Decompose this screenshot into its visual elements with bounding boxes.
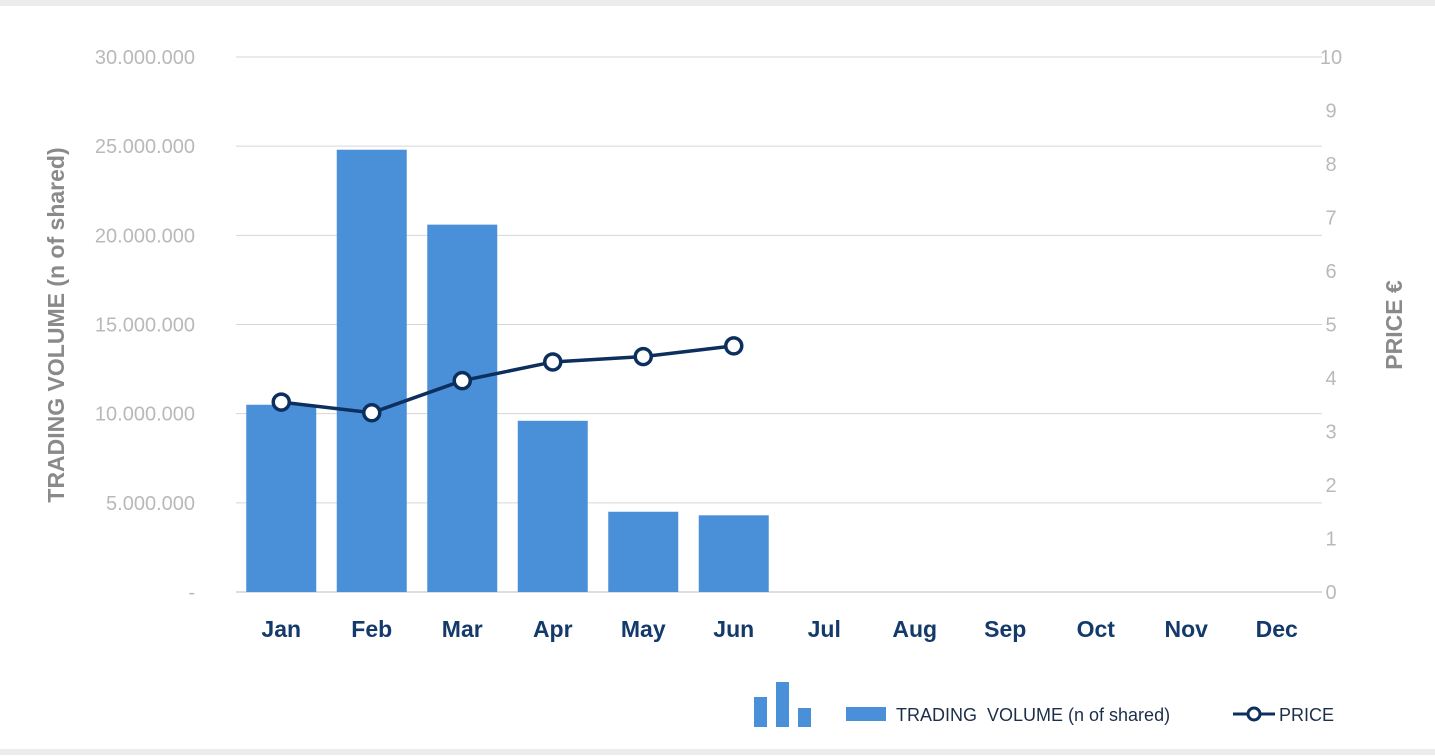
left-tick-label: 25.000.000 <box>95 136 195 158</box>
left-tick-label: 5.000.000 <box>106 493 195 515</box>
left-tick-label: 10.000.000 <box>95 404 195 426</box>
right-tick-label: 5 <box>1325 315 1336 337</box>
right-axis-title: PRICE € <box>1381 280 1407 370</box>
legend-swatch-volume <box>846 707 886 721</box>
price-line <box>281 344 734 415</box>
right-tick-label: 3 <box>1325 422 1336 444</box>
right-tick-label: 4 <box>1325 368 1336 390</box>
x-tick-label: Sep <box>984 616 1026 642</box>
right-tick-label: 1 <box>1325 529 1336 551</box>
x-tick-label: Feb <box>351 616 392 642</box>
right-tick-label: 8 <box>1325 154 1336 176</box>
x-tick-label: Mar <box>442 616 483 642</box>
top-border <box>0 0 1435 6</box>
volume-bars <box>246 149 769 592</box>
volume-bar <box>517 420 588 592</box>
price-point <box>362 403 382 423</box>
right-axis-ticks: 0 1 2 3 4 5 6 7 8 9 10 <box>1320 47 1342 604</box>
legend: TRADING VOLUME (n of shared) PRICE <box>754 682 1334 727</box>
x-tick-label: May <box>621 616 666 642</box>
gridlines <box>236 56 1322 593</box>
price-point <box>633 346 653 367</box>
x-tick-label: Jul <box>808 616 841 642</box>
left-tick-label: 15.000.000 <box>95 315 195 337</box>
volume-bar <box>427 224 498 592</box>
x-tick-label: Nov <box>1165 616 1209 642</box>
x-tick-label: Aug <box>892 616 937 642</box>
price-point <box>724 336 744 356</box>
right-tick-label: 10 <box>1320 47 1342 69</box>
bottom-border <box>0 749 1435 755</box>
legend-label-volume: TRADING VOLUME (n of shared) <box>896 705 1170 725</box>
legend-swatch-price <box>1233 706 1275 722</box>
volume-bar <box>336 149 407 592</box>
x-axis-ticks: Jan Feb Mar Apr May Jun Jul Aug Sep Oct Nov Dec <box>261 616 1298 642</box>
right-tick-label: 0 <box>1325 582 1336 604</box>
right-tick-label: 9 <box>1325 101 1336 123</box>
x-tick-label: Apr <box>533 616 573 642</box>
left-tick-label: 30.000.000 <box>95 47 195 69</box>
x-tick-label: Dec <box>1256 616 1298 642</box>
volume-bar <box>246 404 317 592</box>
left-axis-ticks: - 5.000.000 10.000.000 15.000.000 20.000.000… <box>95 47 195 604</box>
left-tick-label: 20.000.000 <box>95 225 195 247</box>
left-axis-title: TRADING VOLUME (n of shared) <box>43 147 69 502</box>
x-tick-label: Jan <box>261 616 301 642</box>
right-tick-label: 6 <box>1325 261 1336 283</box>
volume-bar <box>698 515 769 592</box>
right-tick-label: 2 <box>1325 475 1336 497</box>
x-tick-label: Jun <box>713 616 754 642</box>
left-tick-label: - <box>188 582 195 604</box>
price-line-series <box>271 336 744 423</box>
bar-chart-icon <box>754 682 811 727</box>
right-tick-label: 7 <box>1325 208 1336 230</box>
legend-label-price: PRICE <box>1279 705 1334 725</box>
price-point <box>543 352 563 372</box>
price-point <box>271 392 291 412</box>
price-point <box>452 370 472 391</box>
volume-bar <box>608 511 679 592</box>
x-tick-label: Oct <box>1077 616 1116 642</box>
